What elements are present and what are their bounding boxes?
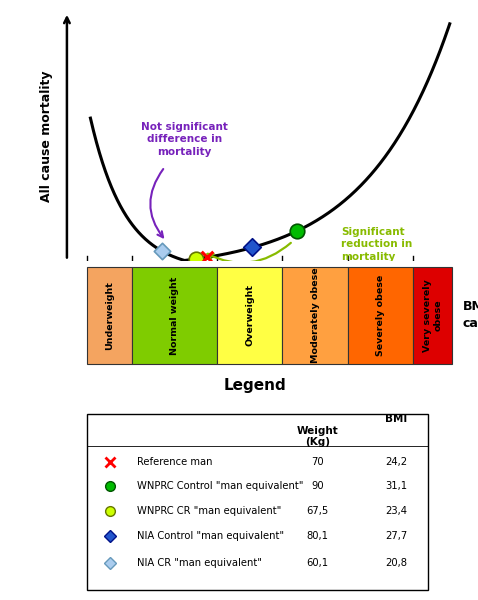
- Point: [203, 253, 210, 262]
- Text: Reference man: Reference man: [138, 457, 213, 467]
- Text: 31,1: 31,1: [385, 481, 407, 491]
- Text: 18.5: 18.5: [120, 275, 145, 286]
- Text: Significant
reduction in
mortality: Significant reduction in mortality: [341, 227, 413, 262]
- Text: 70: 70: [312, 457, 324, 467]
- Bar: [348, 267, 413, 364]
- Text: Underweight: Underweight: [105, 281, 114, 350]
- Text: Normal weight: Normal weight: [170, 276, 179, 355]
- Bar: [413, 267, 452, 364]
- Text: 23,4: 23,4: [385, 506, 407, 516]
- Point: [293, 226, 301, 236]
- Text: 15: 15: [79, 275, 94, 286]
- Text: 67,5: 67,5: [307, 506, 329, 516]
- Bar: [217, 267, 282, 364]
- Text: 20,8: 20,8: [385, 557, 407, 568]
- Point: [159, 247, 166, 256]
- Text: Severely obese: Severely obese: [376, 275, 385, 356]
- Text: All cause mortality: All cause mortality: [40, 70, 53, 202]
- Text: WNPRC CR "man equivalent": WNPRC CR "man equivalent": [138, 506, 282, 516]
- Bar: [87, 267, 132, 364]
- Text: 24,2: 24,2: [385, 457, 407, 467]
- Text: 30: 30: [275, 275, 290, 286]
- Text: 90: 90: [312, 481, 324, 491]
- Text: 40: 40: [406, 275, 420, 286]
- Bar: [282, 267, 348, 364]
- Point: [249, 242, 256, 252]
- Text: 35: 35: [341, 275, 355, 286]
- Text: BMI: BMI: [385, 415, 407, 424]
- Text: Not significant
difference in
mortality: Not significant difference in mortality: [141, 122, 228, 157]
- Text: 60,1: 60,1: [307, 557, 329, 568]
- Point: [193, 254, 200, 264]
- Text: WNPRC Control "man equivalent": WNPRC Control "man equivalent": [138, 481, 304, 491]
- Text: Moderately obese: Moderately obese: [311, 268, 320, 363]
- Text: Legend: Legend: [224, 379, 286, 394]
- Text: 25: 25: [210, 275, 224, 286]
- Text: BMI
categories: BMI categories: [463, 301, 478, 331]
- Text: 27,7: 27,7: [385, 530, 407, 541]
- Text: NIA Control "man equivalent": NIA Control "man equivalent": [138, 530, 284, 541]
- Text: Weight
(Kg): Weight (Kg): [297, 425, 338, 447]
- Text: NIA CR "man equivalent": NIA CR "man equivalent": [138, 557, 262, 568]
- Text: 80,1: 80,1: [307, 530, 329, 541]
- FancyBboxPatch shape: [87, 415, 427, 590]
- Bar: [132, 267, 217, 364]
- Text: Overweight: Overweight: [245, 284, 254, 346]
- Text: Very severely
obese: Very severely obese: [423, 279, 443, 352]
